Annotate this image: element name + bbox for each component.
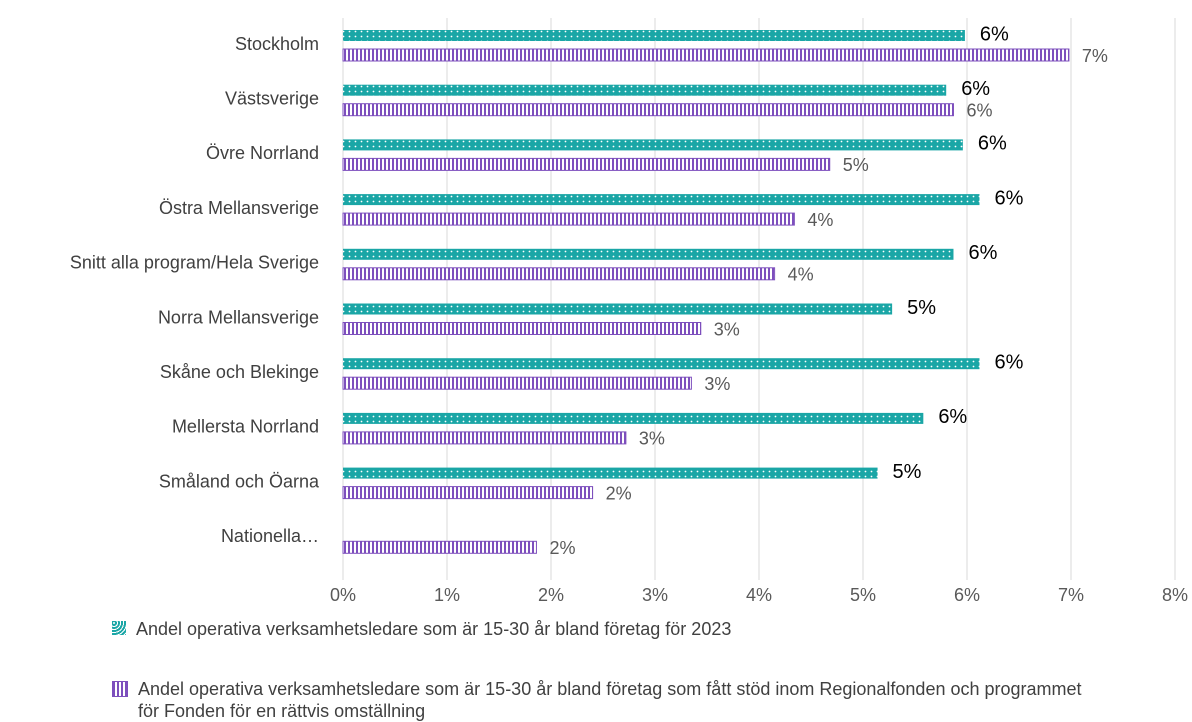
bar [343,303,893,315]
legend-label: Andel operativa verksamhetsledare som är… [138,679,1082,721]
value-label: 2% [606,483,632,503]
value-label: 3% [714,319,740,339]
bar [343,358,980,370]
bar [342,103,954,117]
y-tick-label: Småland och Öarna [159,471,320,491]
bar [343,139,963,151]
x-tick-label: 5% [850,585,876,605]
value-label: 6% [968,242,997,264]
value-label: 6% [980,23,1009,45]
bar [342,157,831,171]
y-tick-label: Snitt alla program/Hela Sverige [70,253,319,273]
bar [342,322,702,335]
legend-item: Andel operativa verksamhetsledare som är… [112,678,1098,722]
bar [342,486,594,500]
value-label: 4% [788,265,814,285]
bar [342,267,776,281]
bar [343,194,980,206]
legend-swatch [112,621,126,635]
x-tick-label: 4% [746,585,772,605]
bar [342,431,627,445]
value-label: 6% [994,351,1023,373]
legend-label: Andel operativa verksamhetsledare som är… [136,619,732,639]
value-label: 6% [978,133,1007,155]
x-tick-label: 3% [642,585,668,605]
x-tick-label: 2% [538,585,564,605]
value-label: 5% [893,461,922,483]
bar [342,212,795,226]
value-label: 5% [907,297,936,319]
value-label: 3% [639,429,665,449]
value-label: 7% [1082,46,1108,66]
legend-swatch [112,681,128,697]
bar [342,48,1070,62]
y-tick-label: Östra Mellansverige [159,198,319,218]
bar [343,30,965,41]
y-tick-label: Stockholm [235,34,319,54]
y-tick-label: Nationella… [221,526,319,546]
value-label: 6% [966,100,992,120]
bar [342,376,692,390]
y-tick-label: Västsverige [225,88,319,108]
value-label: 6% [994,187,1023,209]
x-tick-label: 1% [434,585,460,605]
value-label: 5% [843,155,869,175]
y-tick-label: Norra Mellansverige [158,307,319,327]
y-tick-label: Mellersta Norrland [172,417,319,437]
bar [343,248,954,260]
value-label: 6% [961,78,990,100]
value-label: 6% [938,406,967,428]
value-label: 3% [704,374,730,394]
bar [343,84,947,96]
legend-item: Andel operativa verksamhetsledare som är… [112,618,731,640]
bar [342,540,537,554]
chart: 0% 1% 2% 3% 4% 5% 6% 7% 8% Stockholm 6% 7% Västsveri… [70,18,1188,605]
y-tick-label: Övre Norrland [206,143,319,163]
x-tick-label: 8% [1162,585,1188,605]
value-label: 2% [549,538,575,558]
bar [343,467,878,479]
y-tick-label: Skåne och Blekinge [160,362,319,382]
bar [343,412,924,424]
x-tick-label: 6% [954,585,980,605]
value-label: 4% [807,210,833,230]
x-tick-label: 7% [1058,585,1084,605]
x-tick-label: 0% [330,585,356,605]
